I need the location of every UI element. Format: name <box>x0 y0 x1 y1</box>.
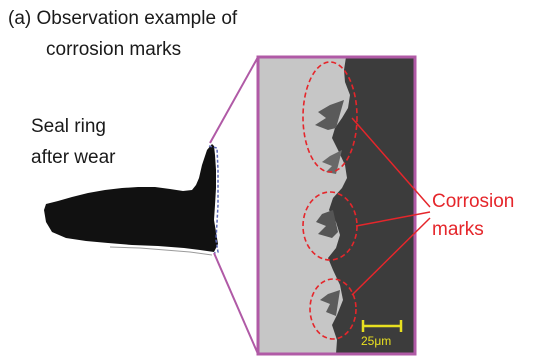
leader-line-2 <box>355 211 431 227</box>
zoom-line-top <box>209 56 259 144</box>
leader-line-1 <box>351 117 431 208</box>
seal-ring-label-line-2: after wear <box>31 147 116 168</box>
scale-bar-label: 25μm <box>361 334 392 348</box>
corrosion-ellipse-3 <box>309 278 357 340</box>
micrograph-image <box>258 57 415 354</box>
zoom-line-bottom <box>213 252 259 355</box>
scale-bar <box>361 320 403 332</box>
seal-ring-label-line-1: Seal ring <box>31 116 106 137</box>
corrosion-label-line-1: Corrosion <box>432 191 515 212</box>
corrosion-label-line-2: marks <box>432 219 484 240</box>
micrograph-frame <box>256 55 417 356</box>
caption-line-2: corrosion marks <box>46 39 182 60</box>
caption-line-1: (a) Observation example of <box>8 8 238 29</box>
seal-ring-image <box>44 144 219 256</box>
corrosion-ellipse-1 <box>302 61 358 173</box>
leader-line-3 <box>351 217 431 296</box>
